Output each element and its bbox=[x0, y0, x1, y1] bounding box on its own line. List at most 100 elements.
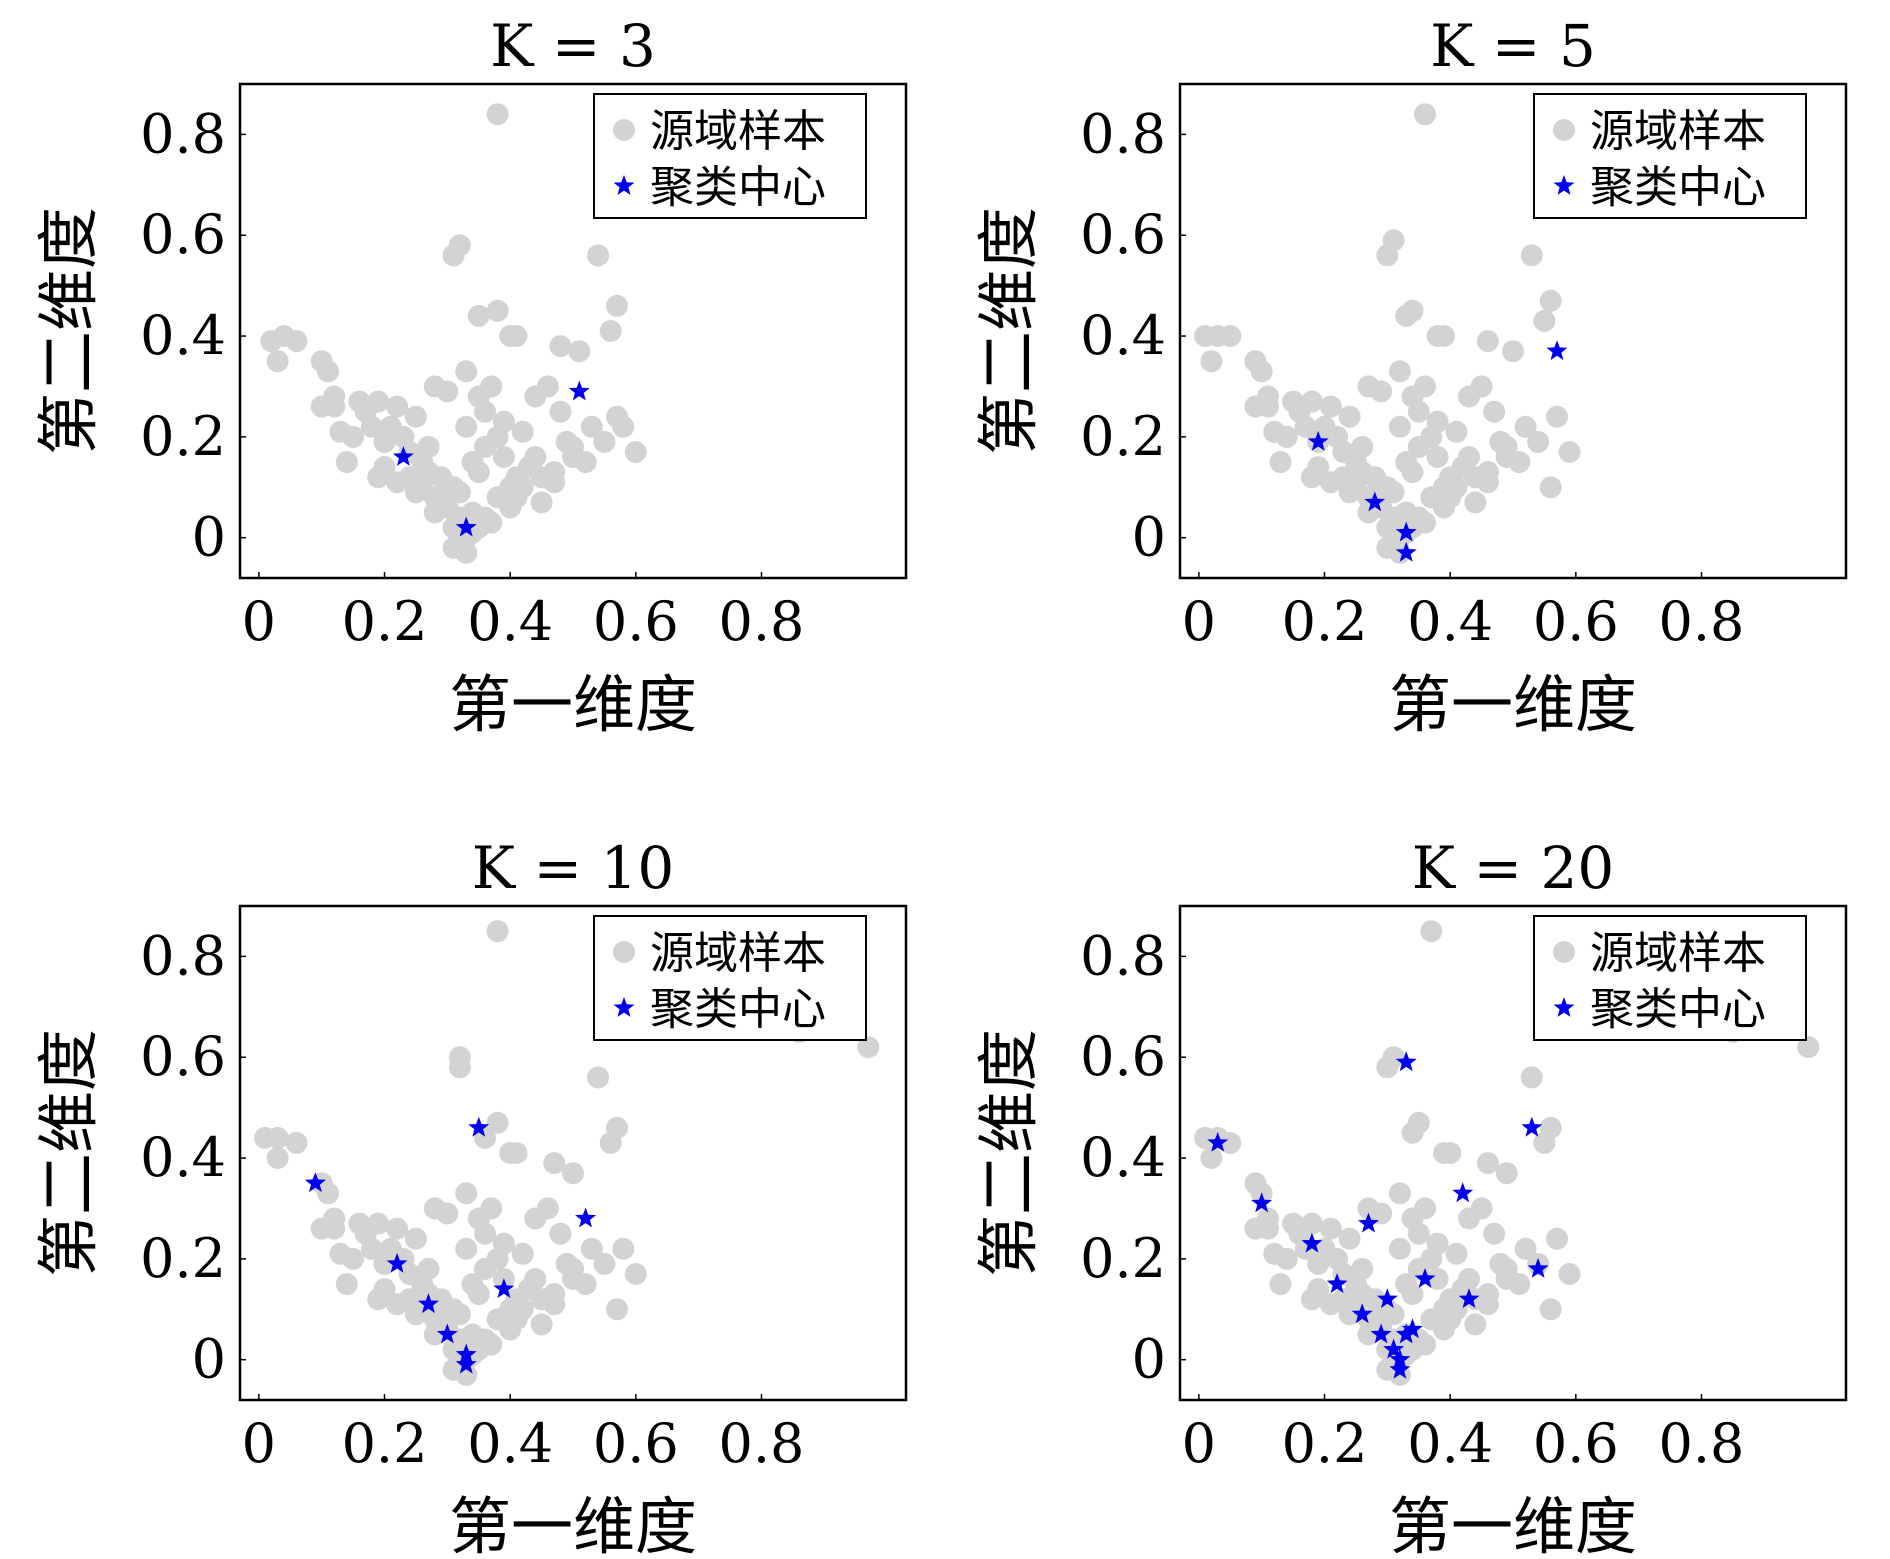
sample-point bbox=[580, 1237, 603, 1260]
sample-point bbox=[518, 1278, 540, 1301]
sample-point bbox=[518, 456, 540, 479]
cluster-center-star bbox=[304, 1172, 326, 1193]
sample-point bbox=[1376, 244, 1399, 267]
sample-point bbox=[1300, 390, 1323, 413]
sample-point bbox=[448, 1303, 471, 1326]
cluster-center-star bbox=[1395, 1323, 1417, 1344]
y-tick-label: 0.2 bbox=[140, 405, 226, 468]
legend-box bbox=[1533, 915, 1807, 1041]
sample-point bbox=[423, 1197, 446, 1220]
sample-point bbox=[1432, 1142, 1455, 1164]
sample-point bbox=[1219, 1131, 1242, 1154]
sample-point bbox=[1338, 481, 1361, 504]
sample-point bbox=[1489, 1252, 1512, 1275]
cluster-center-star bbox=[1395, 1051, 1417, 1072]
subplot-1: K = 3 0 0.2 0.4 0.6 0.8 0 0.2 0.4 0.6 0.8 第一维度 第二维度 源… bbox=[32, 12, 908, 741]
cluster-center-star bbox=[1358, 1212, 1379, 1233]
sample-point bbox=[1546, 1227, 1568, 1250]
sample-point bbox=[317, 1182, 339, 1205]
y-tick-label: 0 bbox=[192, 1328, 226, 1391]
sample-point bbox=[386, 1293, 409, 1316]
sample-point bbox=[543, 1293, 566, 1316]
sample-point bbox=[474, 506, 496, 529]
sample-point bbox=[1502, 340, 1524, 363]
sample-point bbox=[1495, 1162, 1518, 1185]
cluster-center-star bbox=[1546, 340, 1568, 361]
sample-point bbox=[1489, 430, 1512, 453]
sample-point bbox=[1382, 481, 1405, 504]
sample-point bbox=[310, 1217, 333, 1240]
x-tick-label: 0.2 bbox=[1282, 590, 1368, 653]
sample-point bbox=[1451, 456, 1474, 479]
sample-point bbox=[404, 1303, 427, 1326]
sample-point bbox=[467, 1283, 490, 1306]
sample-point bbox=[1319, 1217, 1342, 1240]
sample-point bbox=[857, 1036, 880, 1059]
cluster-center-star bbox=[493, 1278, 515, 1298]
x-tick-label: 0.8 bbox=[1659, 1412, 1745, 1475]
sample-point bbox=[1338, 1303, 1361, 1326]
cluster-center-star bbox=[1326, 1273, 1348, 1293]
sample-point bbox=[404, 481, 427, 504]
sample-point bbox=[549, 335, 572, 358]
plot-area bbox=[260, 103, 647, 564]
axes-frame bbox=[238, 904, 908, 1402]
sample-point bbox=[1558, 1263, 1581, 1285]
sample-point bbox=[587, 1066, 610, 1089]
sample-point bbox=[386, 471, 409, 494]
y-tick-label: 0.2 bbox=[1080, 405, 1166, 468]
sample-point bbox=[587, 244, 610, 267]
sample-point bbox=[530, 1313, 553, 1336]
sample-point bbox=[599, 320, 622, 342]
sample-point bbox=[266, 350, 289, 373]
axes-frame bbox=[238, 82, 908, 580]
sample-point bbox=[360, 1237, 383, 1260]
sample-point bbox=[1426, 1268, 1449, 1290]
sample-point bbox=[1520, 1066, 1543, 1089]
sample-point bbox=[367, 466, 390, 489]
sample-point bbox=[1558, 441, 1581, 463]
sample-point bbox=[1514, 1237, 1537, 1260]
sample-point bbox=[423, 375, 446, 398]
sample-point bbox=[1382, 1303, 1405, 1326]
sample-point bbox=[448, 1056, 471, 1079]
sample-point bbox=[317, 360, 339, 383]
legend-label-centers: 聚类中心 bbox=[650, 162, 826, 213]
sample-point bbox=[486, 486, 509, 509]
x-tick-label: 0 bbox=[242, 590, 276, 653]
plot-area bbox=[1194, 920, 1820, 1386]
sample-point bbox=[1269, 1273, 1292, 1296]
y-tick-label: 0.6 bbox=[140, 1025, 226, 1088]
y-tick-label: 0 bbox=[192, 506, 226, 569]
sample-point bbox=[1307, 1252, 1330, 1275]
sample-point bbox=[335, 1273, 358, 1296]
x-tick-label: 0.8 bbox=[719, 590, 805, 653]
y-tick-label: 0.6 bbox=[1080, 1025, 1166, 1088]
sample-point bbox=[1426, 446, 1449, 468]
cluster-center-star bbox=[1389, 1348, 1411, 1369]
sample-point bbox=[1426, 410, 1449, 433]
sample-point bbox=[1414, 375, 1436, 398]
sample-point bbox=[555, 1252, 578, 1275]
x-tick-label: 0.8 bbox=[719, 1412, 805, 1475]
chart-title: K = 3 bbox=[490, 12, 656, 80]
sample-point bbox=[1533, 309, 1556, 332]
y-tick-label: 0.4 bbox=[140, 1126, 226, 1189]
sample-point bbox=[1319, 395, 1342, 418]
x-tick-label: 0.2 bbox=[342, 590, 428, 653]
y-axis-label: 第二维度 bbox=[32, 207, 105, 455]
legend-label-centers: 聚类中心 bbox=[1590, 162, 1766, 213]
cluster-center-star bbox=[1251, 1192, 1273, 1213]
sample-point bbox=[568, 340, 591, 363]
y-tick-label: 0.2 bbox=[140, 1227, 226, 1290]
x-tick-label: 0.6 bbox=[593, 590, 679, 653]
sample-point bbox=[549, 400, 572, 423]
sample-point bbox=[1407, 400, 1430, 423]
cluster-center-star bbox=[1307, 430, 1329, 451]
sample-point bbox=[455, 1182, 478, 1205]
sample-point bbox=[386, 1217, 409, 1240]
sample-point bbox=[329, 420, 352, 443]
sample-point bbox=[417, 461, 440, 484]
